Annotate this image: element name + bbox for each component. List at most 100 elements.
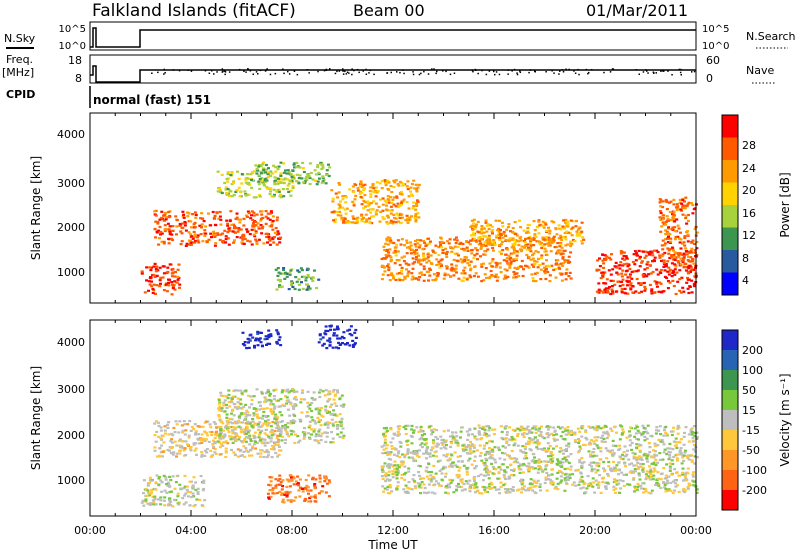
power-cell xyxy=(666,247,670,250)
power-colorbar: 28 24 20 16 12 8 4 Power [dB] xyxy=(721,114,792,296)
power-cell xyxy=(386,181,390,184)
power-cell xyxy=(342,219,346,222)
velocity-cell xyxy=(275,329,279,332)
power-colorbar-swatch xyxy=(722,160,738,183)
velocity-cell xyxy=(534,436,537,439)
power-cell xyxy=(373,191,377,194)
velocity-cell xyxy=(226,422,230,425)
velocity-cell xyxy=(171,505,175,508)
power-cell xyxy=(154,270,158,273)
velocity-cell xyxy=(503,438,507,441)
power-cell xyxy=(472,274,476,278)
velocity-cell xyxy=(578,480,582,483)
power-cell xyxy=(571,226,575,229)
velocity-cell xyxy=(482,426,486,429)
power-cell xyxy=(386,243,390,246)
power-cell xyxy=(648,283,652,287)
velocity-cell xyxy=(668,469,672,472)
velocity-cell xyxy=(331,390,335,393)
velocity-cell xyxy=(253,431,257,434)
power-cell xyxy=(237,186,241,189)
velocity-cell xyxy=(258,331,262,334)
velocity-cell xyxy=(294,395,298,399)
power-cell xyxy=(693,227,697,231)
velocity-cell xyxy=(285,390,289,393)
power-cell xyxy=(414,218,418,222)
velocity-cell xyxy=(566,460,570,463)
power-cell xyxy=(433,279,437,282)
velocity-cell xyxy=(611,439,615,442)
velocity-cell xyxy=(395,454,399,457)
velocity-cell xyxy=(153,498,157,501)
power-cell xyxy=(290,280,294,283)
power-cell xyxy=(435,258,439,261)
power-cell xyxy=(496,229,500,232)
power-cell xyxy=(665,200,669,204)
power-cell xyxy=(506,275,510,278)
velocity-cell xyxy=(485,435,489,438)
power-cell xyxy=(498,236,501,239)
power-cell xyxy=(157,243,161,246)
velocity-cell xyxy=(326,410,330,413)
power-cell xyxy=(597,291,601,294)
velocity-cell xyxy=(649,470,653,473)
velocity-cell xyxy=(440,438,444,442)
power-cell xyxy=(209,224,213,227)
velocity-cell xyxy=(446,429,450,432)
power-cell xyxy=(426,253,430,256)
velocity-cell xyxy=(298,478,302,481)
power-cell xyxy=(225,177,229,181)
power-cell xyxy=(370,201,373,205)
velocity-cell xyxy=(484,490,488,493)
power-cell xyxy=(306,286,310,290)
velocity-cell xyxy=(485,450,489,453)
velocity-cell xyxy=(246,420,250,423)
power-cell xyxy=(504,277,508,280)
power-cell xyxy=(418,258,422,261)
power-cell xyxy=(676,260,680,263)
power-cell xyxy=(372,187,376,190)
power-cell xyxy=(580,242,584,245)
velocity-cell xyxy=(339,420,343,423)
velocity-cell xyxy=(324,325,328,328)
power-cell xyxy=(548,265,552,268)
velocity-cell xyxy=(481,479,485,482)
velocity-cell xyxy=(218,405,222,408)
velocity-cell xyxy=(567,431,571,434)
power-cell xyxy=(548,232,552,235)
power-cell xyxy=(182,213,186,216)
power-cell xyxy=(400,238,404,241)
power-cell xyxy=(684,266,688,269)
velocity-cell xyxy=(272,433,276,436)
power-cell xyxy=(425,243,429,246)
velocity-cell xyxy=(667,475,671,478)
power-cell xyxy=(290,175,294,178)
velocity-cell xyxy=(288,479,292,482)
power-cell xyxy=(379,210,383,213)
velocity-cell xyxy=(328,421,332,424)
velocity-cell xyxy=(551,483,555,486)
power-cell xyxy=(250,186,254,189)
velocity-cell xyxy=(252,414,256,417)
power-cell xyxy=(196,234,200,237)
power-cell xyxy=(526,243,530,246)
velocity-cell xyxy=(559,470,563,473)
power-cell xyxy=(651,270,655,274)
velocity-cell xyxy=(170,432,174,435)
velocity-cell xyxy=(506,489,510,492)
velocity-cell xyxy=(645,476,648,479)
velocity-cell xyxy=(398,424,402,428)
freq-tick-bottom: 8 xyxy=(75,72,82,85)
nave-dot xyxy=(590,69,593,71)
velocity-cell xyxy=(473,484,477,487)
power-cell xyxy=(511,237,515,240)
velocity-cell xyxy=(524,489,528,492)
power-cell xyxy=(642,281,646,285)
power-cell xyxy=(252,196,256,199)
power-cell xyxy=(532,220,536,223)
power-cell xyxy=(489,269,493,273)
power-cell xyxy=(373,189,377,192)
power-cell xyxy=(346,220,350,223)
velocity-cell xyxy=(164,432,167,435)
velocity-cell xyxy=(267,435,271,438)
